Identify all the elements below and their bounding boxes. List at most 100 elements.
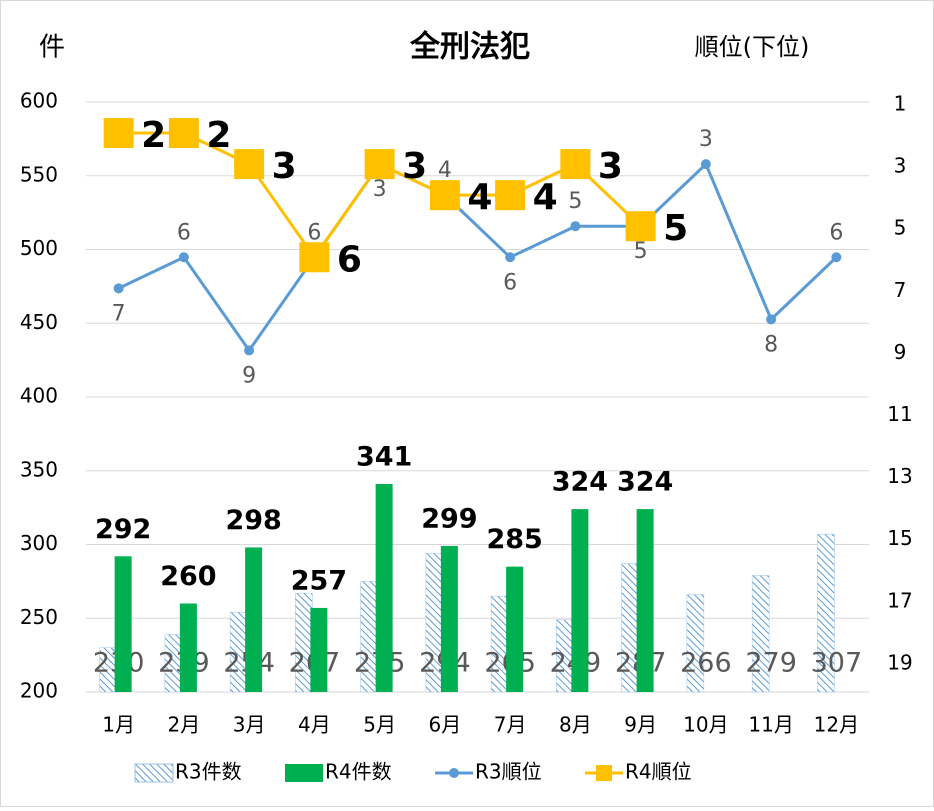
y2-tick-label: 1 (894, 92, 907, 116)
bar (686, 594, 705, 693)
y2-tick-label: 15 (887, 526, 912, 550)
legend-swatch (596, 765, 612, 781)
legend-swatch (285, 764, 323, 782)
marker (244, 345, 255, 356)
data-label: 4 (533, 177, 558, 218)
data-label: 298 (225, 505, 281, 536)
data-label: 260 (160, 561, 216, 592)
y-tick-label: 450 (20, 310, 58, 334)
bar (179, 603, 197, 692)
bar (506, 566, 524, 692)
bar (310, 607, 328, 692)
data-label: 6 (177, 220, 191, 245)
data-label: 266 (680, 648, 732, 679)
x-tick-label: 1月 (102, 713, 135, 737)
bar (440, 545, 458, 692)
data-label: 2 (141, 115, 166, 156)
data-label: 5 (568, 189, 582, 214)
bar (817, 533, 835, 693)
data-label: 3 (598, 146, 623, 187)
line (117, 161, 838, 354)
marker (168, 118, 199, 149)
y-tick-label: 550 (20, 162, 58, 186)
marker (113, 283, 124, 294)
bar (571, 509, 589, 692)
data-label: 279 (745, 648, 797, 679)
data-label: 341 (356, 442, 412, 473)
data-label: 4 (467, 177, 492, 218)
y-tick-label: 500 (20, 236, 58, 260)
data-label: 307 (811, 648, 863, 679)
marker (178, 252, 189, 263)
marker (560, 149, 591, 180)
bar (114, 556, 132, 692)
data-label: 9 (242, 363, 256, 388)
data-label: 5 (663, 208, 688, 249)
x-tick-label: 10月 (683, 713, 728, 737)
data-label: 324 (552, 467, 608, 498)
data-label: 4 (438, 158, 452, 183)
x-tick-label: 4月 (298, 713, 331, 737)
data-label: 285 (486, 524, 542, 555)
data-label: 3 (272, 146, 297, 187)
marker (103, 118, 134, 149)
y-axis-label: 件 (39, 33, 65, 63)
data-label: 257 (291, 565, 347, 596)
marker (570, 221, 581, 232)
bar (245, 547, 263, 692)
data-label: 6 (503, 270, 517, 295)
marker (700, 159, 711, 170)
bar (751, 575, 770, 693)
y2-tick-label: 7 (894, 278, 907, 302)
legend-label: R3件数 (175, 760, 242, 784)
marker (766, 314, 777, 325)
marker (495, 180, 526, 211)
y2-tick-label: 17 (887, 588, 912, 612)
marker (625, 211, 656, 242)
legend-swatch (134, 763, 174, 783)
y2-tick-label: 9 (894, 340, 907, 364)
legend-label: R4順位 (625, 760, 692, 784)
x-tick-label: 9月 (624, 713, 657, 737)
data-label: 8 (764, 332, 778, 357)
data-label: 3 (373, 177, 387, 202)
data-label: 6 (307, 220, 321, 245)
x-tick-label: 2月 (168, 713, 201, 737)
legend-label: R3順位 (475, 760, 542, 784)
y2-axis-label: 順位(下位) (695, 33, 810, 61)
y-tick-label: 250 (20, 605, 58, 629)
x-tick-label: 11月 (748, 713, 793, 737)
y-tick-label: 350 (20, 457, 58, 481)
data-label: 299 (421, 503, 477, 534)
y2-tick-label: 19 (887, 650, 912, 674)
x-tick-label: 7月 (494, 713, 527, 737)
data-label: 3 (402, 146, 427, 187)
data-label: 5 (634, 239, 648, 264)
y-tick-label: 600 (20, 89, 58, 113)
chart-title: 全刑法犯 (409, 30, 530, 65)
y2-tick-label: 5 (894, 216, 907, 240)
y2-tick-label: 13 (887, 464, 912, 488)
data-label: 324 (617, 467, 673, 498)
x-tick-label: 6月 (429, 713, 462, 737)
marker (429, 180, 460, 211)
y2-tick-label: 11 (887, 402, 912, 426)
marker (364, 149, 395, 180)
legend-label: R4件数 (325, 760, 392, 784)
bar (375, 484, 393, 692)
x-tick-label: 3月 (233, 713, 266, 737)
data-label: 292 (95, 514, 151, 545)
legend-swatch (449, 768, 459, 778)
x-tick-label: 8月 (559, 713, 592, 737)
data-label: 6 (337, 239, 362, 280)
data-label: 6 (829, 220, 843, 245)
marker (831, 252, 842, 263)
bar (636, 509, 654, 692)
data-label: 3 (699, 127, 713, 152)
marker (299, 242, 330, 273)
y2-tick-label: 3 (894, 154, 907, 178)
y-tick-label: 300 (20, 531, 58, 555)
y-tick-label: 400 (20, 384, 58, 408)
